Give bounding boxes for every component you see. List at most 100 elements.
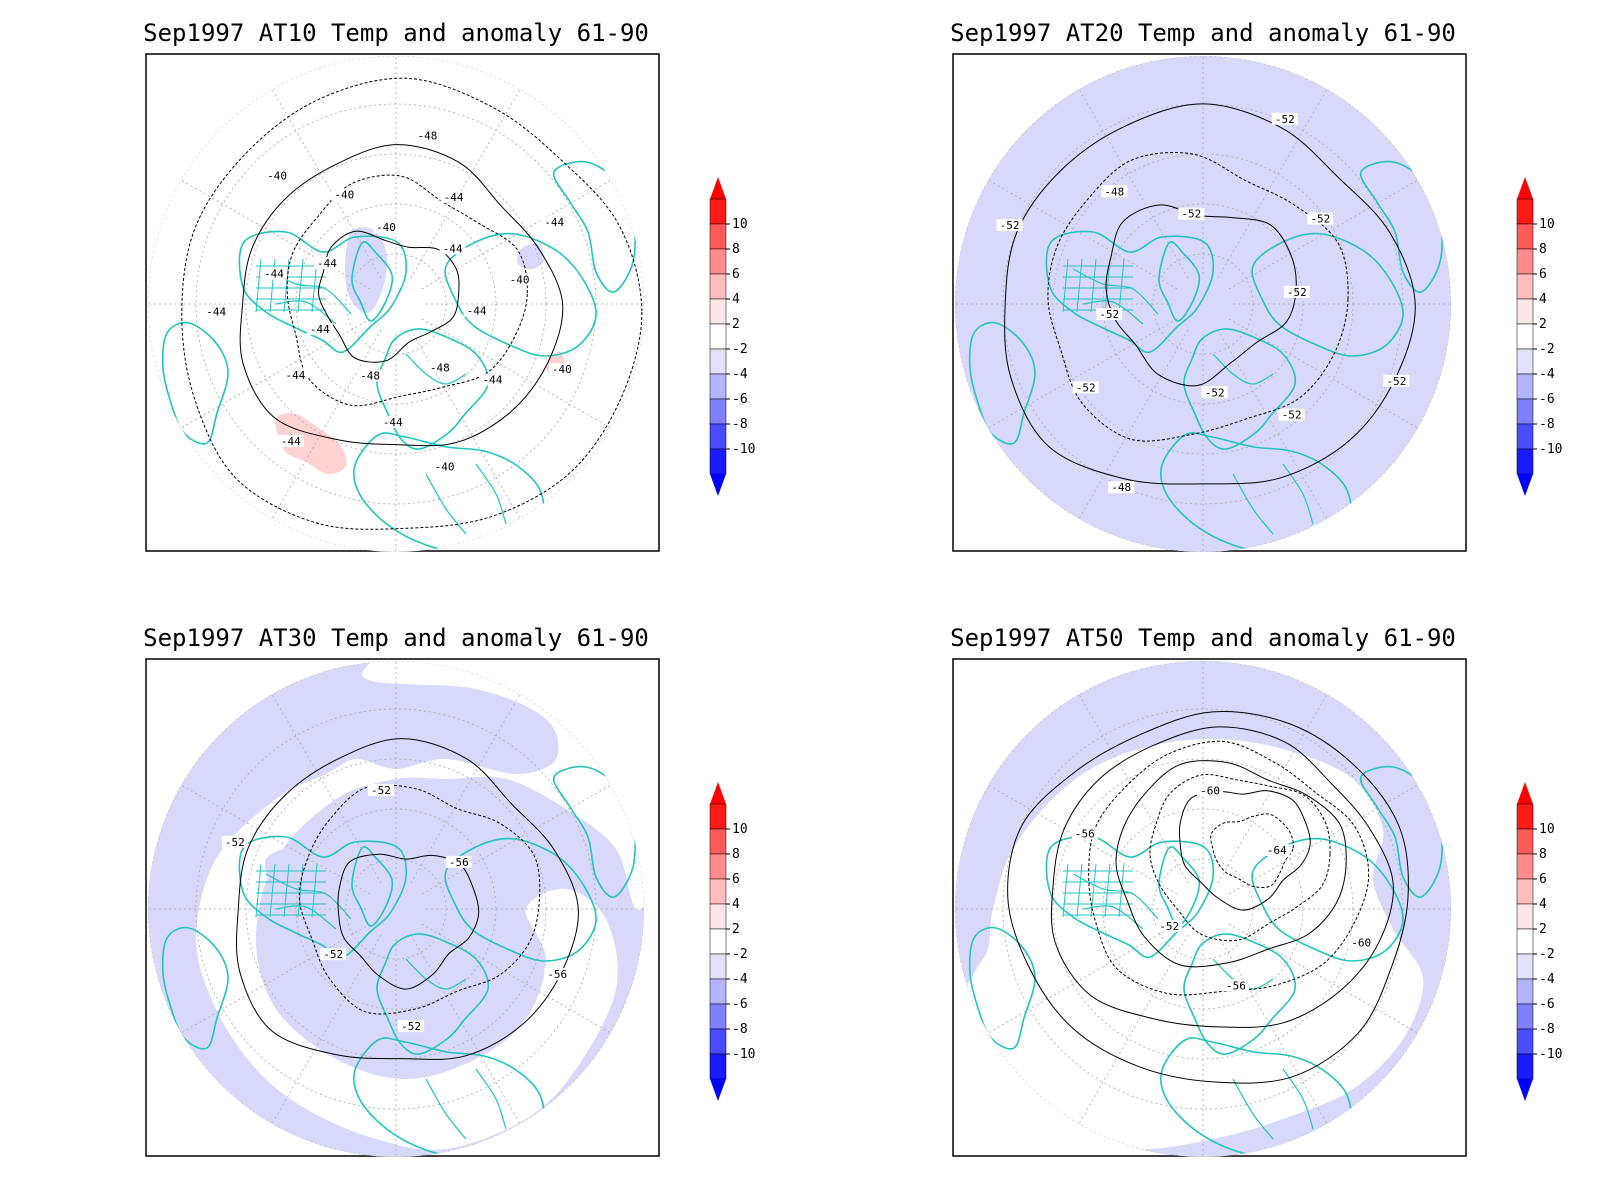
- colorbar-label: -2: [1539, 947, 1555, 962]
- contour-label-bg: [1178, 207, 1205, 220]
- state-border: [297, 863, 304, 918]
- contour-label: -40: [267, 169, 287, 182]
- contour-label: -56: [547, 968, 567, 981]
- contour-label-bg: [1108, 481, 1135, 494]
- colorbar-segment: [709, 1003, 727, 1030]
- meridian-line: [181, 318, 371, 429]
- country-border: [1212, 353, 1274, 385]
- colorbar-label: 10: [1539, 822, 1555, 837]
- colorbar-top-arrow: [710, 177, 726, 199]
- contour-label: -52: [1099, 308, 1119, 321]
- colorbar-segment: [1516, 878, 1534, 905]
- temperature-contour: [337, 853, 480, 990]
- contour-label: -44: [443, 242, 463, 255]
- coastline: [552, 765, 636, 898]
- meridian-line: [181, 179, 371, 290]
- coastline: [444, 837, 597, 962]
- meridian-line: [421, 923, 611, 1034]
- country-border: [275, 905, 337, 930]
- contour-label: -48: [418, 130, 438, 143]
- temperature-contour: [1178, 790, 1311, 911]
- colorbar-label: 6: [1539, 267, 1547, 282]
- meridian-line: [1228, 923, 1418, 1034]
- contour-label-bg: [548, 363, 575, 376]
- contour-label: -52: [1181, 208, 1201, 221]
- contour-label: -48: [360, 369, 380, 382]
- contour-label: -52: [1287, 286, 1307, 299]
- contour-label-bg: [1101, 185, 1128, 198]
- colorbar-segment: [1516, 978, 1534, 1005]
- panel-title: Sep1997 AT30 Temp and anomaly 61-90: [143, 624, 649, 652]
- contour-label-bg: [1263, 844, 1290, 857]
- colorbar-label: -8: [732, 417, 748, 432]
- state-border: [1076, 863, 1083, 918]
- coastline: [1251, 837, 1404, 962]
- temperature-contour: [1088, 740, 1370, 996]
- contour-label-bg: [1348, 936, 1375, 949]
- state-border: [297, 258, 304, 313]
- contour-label-bg: [1283, 285, 1310, 298]
- colorbar-label: 10: [1539, 217, 1555, 232]
- contour-label-bg: [264, 169, 291, 182]
- state-border: [269, 863, 276, 918]
- contour-label-bg: [426, 361, 453, 374]
- colorbar-bottom-arrow: [1517, 1079, 1533, 1101]
- colorbar-label: -10: [1539, 1047, 1562, 1062]
- contour-label: -44: [310, 323, 330, 336]
- contour-label: -52: [1310, 213, 1330, 226]
- contour-label-bg: [506, 273, 533, 286]
- colorbar-segment: [1516, 803, 1534, 830]
- colorbar-segment: [1516, 398, 1534, 425]
- colorbar-segment: [1516, 853, 1534, 880]
- temperature-contour: [318, 230, 460, 363]
- colorbar-label: 6: [1539, 872, 1547, 887]
- contour-label: -52: [323, 948, 343, 961]
- contour-label-bg: [277, 434, 304, 447]
- colorbar-segment: [709, 448, 727, 475]
- coastline: [376, 933, 490, 1055]
- colorbar-segment: [1516, 248, 1534, 275]
- contour-label-bg: [306, 323, 333, 336]
- colorbar-top-arrow: [710, 782, 726, 804]
- coastline: [1183, 328, 1297, 450]
- contour-label-bg: [1383, 374, 1410, 387]
- colorbar-segment: [709, 223, 727, 250]
- colorbar: 10 8 6 4 2 -2 -4 -6 -8 -10: [709, 782, 755, 1101]
- meridian-line: [271, 934, 382, 1124]
- contour-label: -52: [1275, 113, 1295, 126]
- colorbar-label: 2: [1539, 922, 1547, 937]
- state-border: [283, 863, 290, 918]
- colorbar-label: -2: [1539, 342, 1555, 357]
- colorbar-label: 6: [732, 267, 740, 282]
- contour-label: -64: [1267, 844, 1287, 857]
- contour-label: -44: [281, 435, 301, 448]
- state-border: [311, 863, 318, 918]
- contour-label-bg: [320, 948, 347, 961]
- meridian-line: [1078, 934, 1189, 1124]
- colorbar-label: 8: [732, 847, 740, 862]
- contour-label-bg: [541, 215, 568, 228]
- colorbar-label: 2: [732, 922, 740, 937]
- colorbar-label: 4: [732, 292, 740, 307]
- colorbar-segment: [709, 1028, 727, 1055]
- contour-label: -44: [544, 216, 564, 229]
- panel-at50: Sep1997 AT50 Temp and anomaly 61-90 -60-…: [950, 624, 1467, 1157]
- temperature-contour: [1050, 726, 1394, 1028]
- contour-label-bg: [1096, 308, 1123, 321]
- contour-label-bg: [398, 1020, 425, 1033]
- state-border: [1062, 258, 1069, 313]
- colorbar-segment: [709, 953, 727, 980]
- colorbar-segment: [709, 398, 727, 425]
- contour-label: -44: [206, 305, 226, 318]
- coastline: [552, 160, 636, 293]
- colorbar-bottom-arrow: [710, 474, 726, 496]
- meridian-line: [1228, 179, 1418, 290]
- meridian-line: [410, 89, 521, 279]
- meridian-line: [988, 923, 1178, 1034]
- contour-label-bg: [1072, 381, 1099, 394]
- contour-label: -52: [225, 836, 245, 849]
- colorbar-label: 4: [1539, 897, 1547, 912]
- colorbar-top-arrow: [1517, 177, 1533, 199]
- contour-label-bg: [479, 373, 506, 386]
- contour-label: -44: [383, 416, 403, 429]
